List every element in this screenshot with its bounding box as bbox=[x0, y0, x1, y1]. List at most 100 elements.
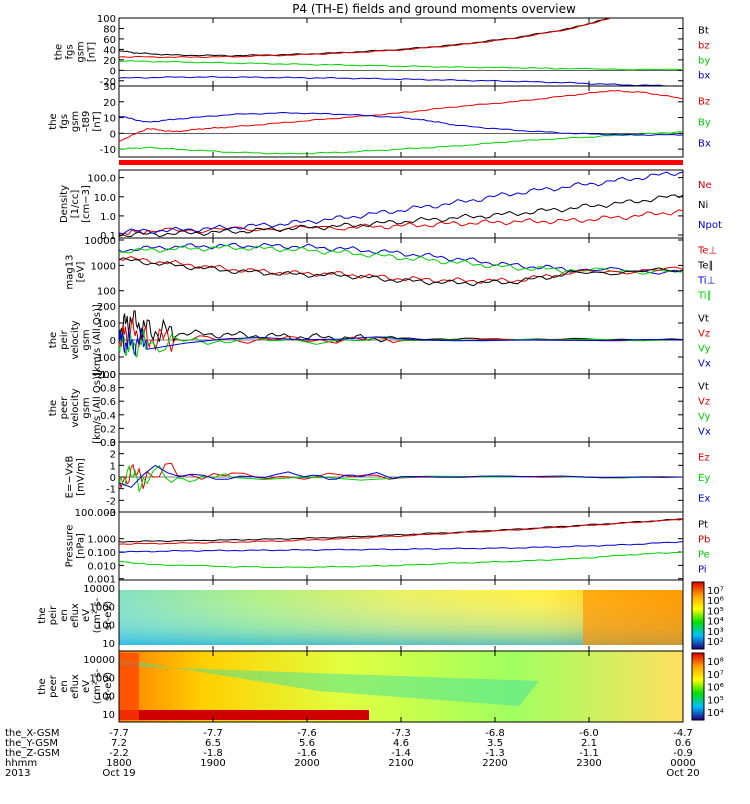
footer-value: -1.4 bbox=[391, 748, 411, 759]
y-axis-label: the peir velocity gsm [km/s (All Qs)] bbox=[48, 304, 103, 376]
legend-entry: by bbox=[698, 56, 710, 67]
y-tick-label: 60 bbox=[103, 35, 116, 46]
footer-value: -7.6 bbox=[297, 728, 317, 739]
y-tick-label: 1000 bbox=[90, 602, 115, 613]
y-tick-label: 100.000 bbox=[75, 508, 116, 519]
y-axis-label-line: gsm bbox=[76, 41, 87, 62]
y-axis-label-line: gsm bbox=[81, 397, 92, 418]
spectrogram-hot-region bbox=[583, 590, 683, 645]
y-axis-label-line: eflux bbox=[70, 603, 81, 628]
legend-entry: Vy bbox=[698, 412, 711, 423]
series-line-ex bbox=[118, 464, 684, 488]
y-tick-label: 0.100 bbox=[87, 548, 116, 559]
legend-entry: Ey bbox=[698, 473, 710, 484]
series-line-ne bbox=[118, 209, 684, 237]
spectrogram-band bbox=[119, 659, 539, 706]
y-axis-label-line: fgs bbox=[59, 114, 70, 129]
legend-entry: Pe bbox=[698, 550, 710, 561]
y-tick-label: 0.0 bbox=[100, 438, 116, 449]
spectrogram-left-edge bbox=[119, 653, 139, 720]
y-axis-label-line: gsm bbox=[70, 111, 81, 132]
legend-entry: Ni bbox=[698, 200, 708, 211]
y-tick-label: 10.0 bbox=[94, 193, 116, 204]
legend-entry: Vt bbox=[698, 314, 709, 325]
y-tick-label: 10 bbox=[103, 114, 116, 125]
panel-p2: the fgs gsm –t89 [nT] 30 20 10 0 -10 Bz By Bx bbox=[48, 82, 711, 158]
y-tick-label: 10000 bbox=[83, 584, 115, 595]
y-tick-label: 20 bbox=[103, 98, 116, 109]
footer-row-label: the_X-GSM bbox=[5, 728, 59, 739]
footer-value: 5.6 bbox=[299, 738, 315, 749]
colorbar-tick-label: 10⁵ bbox=[707, 606, 724, 617]
legend-entry: Te∥ bbox=[697, 261, 714, 272]
y-tick-label: 0 bbox=[110, 66, 116, 77]
series-line-bz bbox=[118, 18, 610, 59]
y-tick-label: 100 bbox=[97, 319, 116, 330]
footer-value: 2200 bbox=[482, 758, 507, 769]
ephemeris-footer: the_X-GSM -7.7 -7.7 -7.6 -7.3 -6.8 -6.0 -4.7 the… bbox=[5, 18, 700, 779]
series-line-by bbox=[118, 131, 683, 155]
legend-entry: Npot bbox=[698, 220, 722, 231]
y-tick-label: 1000 bbox=[91, 261, 116, 272]
series-line-vt bbox=[118, 310, 684, 344]
legend-entry: Ez bbox=[698, 452, 710, 463]
series-line-pi bbox=[118, 541, 684, 553]
y-axis-label-line: [km/s (All Qs)] bbox=[92, 304, 103, 376]
series-line-vx bbox=[118, 327, 684, 357]
colorbar bbox=[691, 652, 705, 721]
y-tick-label: 200 bbox=[97, 302, 116, 313]
footer-value: -1.8 bbox=[203, 748, 223, 759]
panel-p4: mag13 [eV] 10000 1000 100 Te⊥ Te∥ Ti⊥ Ti∥ bbox=[65, 236, 717, 307]
legend-entry: Ex bbox=[698, 494, 710, 505]
footer-value: -6.8 bbox=[485, 728, 505, 739]
footer-row-label: the_Z-GSM bbox=[5, 748, 60, 759]
footer-value: Oct 19 bbox=[102, 768, 135, 779]
y-axis-label-line: sr-eV) bbox=[103, 601, 114, 630]
y-tick-label: -3 bbox=[106, 508, 116, 519]
y-axis-label-line: gsm bbox=[81, 329, 92, 350]
separator-bar bbox=[119, 160, 683, 165]
y-tick-label: 10000 bbox=[83, 655, 115, 666]
panel-frame bbox=[118, 85, 684, 158]
footer-value: 6.5 bbox=[205, 738, 221, 749]
footer-value: -1.6 bbox=[297, 748, 317, 759]
footer-value: 0.6 bbox=[675, 738, 691, 749]
series-line-bt bbox=[118, 17, 610, 57]
y-axis-label-line: (cm²-s- bbox=[92, 668, 103, 704]
y-tick-label: 0.2 bbox=[100, 424, 116, 435]
y-axis-label-line: [1/cc] bbox=[70, 190, 81, 219]
footer-value: Oct 20 bbox=[666, 768, 699, 779]
colorbar-tick-label: 10⁶ bbox=[707, 683, 724, 694]
y-tick-label: 1.0 bbox=[100, 370, 116, 381]
y-axis-label-line: E=−VxB bbox=[65, 456, 76, 499]
colorbar-tick-label: 10⁴ bbox=[707, 617, 724, 628]
legend-entry: Vx bbox=[698, 359, 711, 370]
y-tick-label: 100 bbox=[96, 621, 115, 632]
y-axis-label-line: Pressure bbox=[65, 525, 76, 568]
y-axis-label-line: eV bbox=[81, 680, 92, 693]
y-tick-label: 1.000 bbox=[87, 535, 116, 546]
legend-entry: Ti⊥ bbox=[697, 276, 715, 287]
series-line-vy bbox=[118, 329, 684, 359]
footer-value: 2000 bbox=[294, 758, 319, 769]
y-tick-label: 0.010 bbox=[87, 561, 116, 572]
legend-entry: Te⊥ bbox=[697, 246, 717, 257]
series-line-te bbox=[118, 257, 684, 287]
y-axis-label-line: (cm²-s- bbox=[92, 597, 103, 633]
footer-value: -1.3 bbox=[485, 748, 505, 759]
legend-entry: Vt bbox=[698, 382, 709, 393]
series-line-ey bbox=[118, 464, 684, 493]
y-tick-label: 20 bbox=[103, 56, 116, 67]
series-line-ni bbox=[118, 194, 684, 238]
y-axis-label-line: [cm−3] bbox=[81, 185, 92, 223]
legend-entry: Pt bbox=[698, 520, 708, 531]
y-axis-label: the fgs gsm [nT] bbox=[54, 41, 98, 62]
y-axis-label-line: Density bbox=[59, 185, 70, 223]
colorbar-tick-label: 10⁶ bbox=[707, 596, 724, 607]
y-axis-label-line: fgs bbox=[65, 44, 76, 59]
y-axis-label: E=−VxB [mV/m] bbox=[65, 456, 87, 499]
